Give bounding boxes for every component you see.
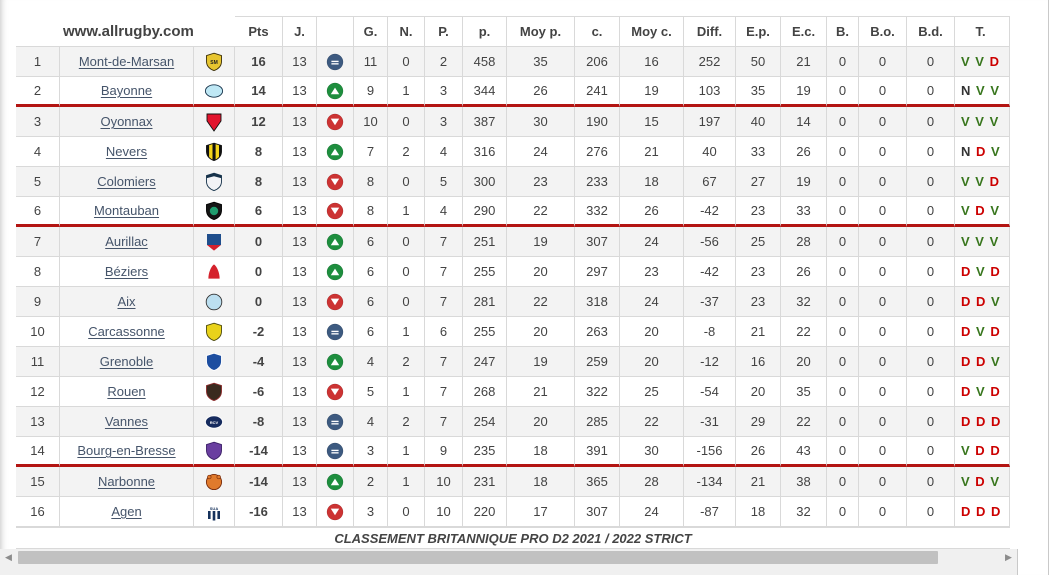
svg-text:RCV: RCV <box>210 420 219 425</box>
svg-text:SM: SM <box>210 60 218 66</box>
svg-text:SUA: SUA <box>210 506 219 511</box>
